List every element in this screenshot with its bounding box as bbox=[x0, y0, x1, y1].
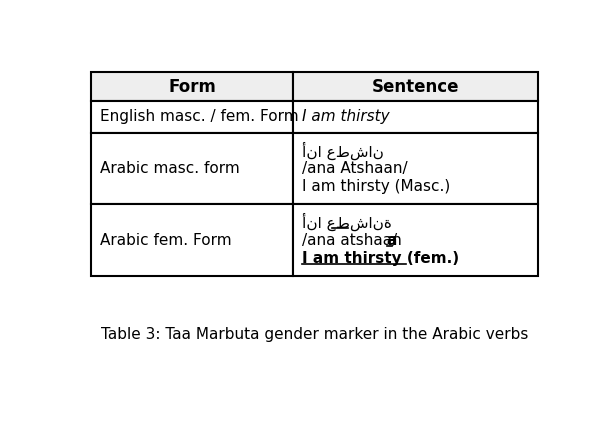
Text: Arabic fem. Form: Arabic fem. Form bbox=[99, 233, 231, 248]
Bar bbox=[91, 204, 293, 276]
Text: I am thirsty: I am thirsty bbox=[302, 109, 389, 125]
Text: /ana Atshaan/: /ana Atshaan/ bbox=[302, 161, 408, 176]
Bar bbox=[293, 132, 538, 204]
Text: /: / bbox=[392, 233, 397, 248]
Text: Sentence: Sentence bbox=[372, 78, 459, 96]
Text: a: a bbox=[387, 233, 397, 248]
Bar bbox=[91, 72, 293, 101]
Text: English masc. / fem. Form: English masc. / fem. Form bbox=[99, 109, 298, 125]
Text: Table 3: Taa Marbuta gender marker in the Arabic verbs: Table 3: Taa Marbuta gender marker in th… bbox=[101, 327, 529, 343]
Text: أنا عطشان: أنا عطشان bbox=[302, 141, 384, 159]
Bar bbox=[293, 72, 538, 101]
Text: Arabic masc. form: Arabic masc. form bbox=[99, 161, 239, 176]
Text: I am thirsty (Masc.): I am thirsty (Masc.) bbox=[302, 179, 450, 194]
Bar bbox=[91, 101, 293, 132]
Text: I am thirsty (fem.): I am thirsty (fem.) bbox=[302, 251, 459, 266]
Bar bbox=[293, 101, 538, 132]
Bar bbox=[91, 132, 293, 204]
Text: /ana atshaan: /ana atshaan bbox=[302, 233, 402, 248]
Text: Form: Form bbox=[168, 78, 216, 96]
Text: أنا عطشانة: أنا عطشانة bbox=[302, 213, 392, 232]
Bar bbox=[293, 204, 538, 276]
